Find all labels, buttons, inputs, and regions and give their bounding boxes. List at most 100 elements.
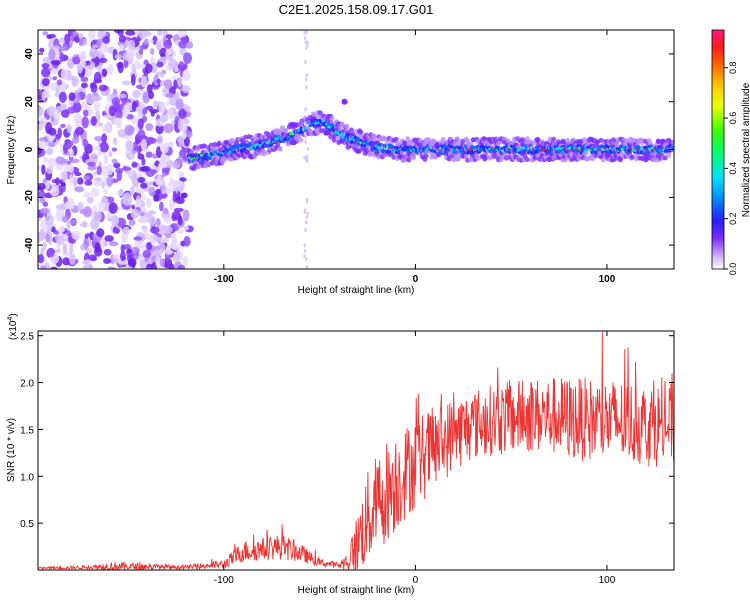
noise-blob: [79, 222, 88, 227]
noise-blob: [106, 163, 114, 176]
noise-blob: [177, 119, 183, 131]
noise-blob: [72, 136, 80, 144]
noise-blob: [77, 201, 84, 212]
noise-blob: [47, 225, 53, 231]
noise-blob: [118, 93, 127, 99]
noise-blob: [80, 82, 88, 89]
bottom-x-tick-label: -100: [214, 575, 234, 586]
noise-blob: [69, 243, 74, 255]
noise-blob: [42, 57, 51, 64]
noise-blob: [44, 214, 55, 226]
noise-blob: [50, 266, 58, 269]
noise-blob: [103, 258, 112, 265]
noise-blob: [165, 92, 175, 99]
noise-blob: [57, 127, 62, 139]
noise-blob: [54, 233, 62, 243]
noise-blob: [155, 255, 161, 268]
noise-blob: [131, 162, 139, 168]
noise-blob: [166, 159, 175, 168]
noise-blob: [139, 166, 149, 172]
faint-artifact: [303, 30, 306, 35]
noise-blob: [148, 91, 155, 100]
noise-blob: [159, 143, 169, 154]
noise-blob: [46, 34, 53, 40]
noise-blob: [59, 37, 66, 43]
bottom-y-tick-label: 0.5: [20, 519, 34, 530]
noise-blob: [71, 76, 80, 87]
noise-blob: [160, 184, 167, 195]
noise-blob: [48, 37, 56, 50]
top-y-axis-label: Frequency (Hz): [6, 116, 17, 185]
noise-blob: [116, 169, 123, 182]
noise-blob: [177, 77, 183, 87]
faint-artifact: [304, 220, 308, 225]
noise-blob: [98, 57, 108, 63]
noise-blob: [118, 44, 125, 52]
noise-blob: [164, 225, 173, 234]
noise-blob: [135, 198, 141, 207]
noise-blob: [126, 49, 135, 59]
noise-blob: [70, 158, 80, 164]
noise-blob: [68, 92, 76, 101]
noise-blob: [127, 257, 137, 268]
noise-blob: [44, 180, 51, 190]
noise-blob: [101, 133, 108, 144]
noise-blob: [48, 48, 56, 61]
noise-blob: [53, 109, 61, 120]
noise-blob: [98, 201, 106, 211]
bottom-x-tick-label: 100: [599, 575, 616, 586]
noise-blob: [125, 140, 134, 151]
noise-blob: [64, 33, 71, 44]
noise-blob: [83, 191, 92, 198]
ridge-halo: [662, 155, 668, 161]
noise-blob: [149, 48, 155, 55]
noise-blob: [148, 186, 156, 197]
noise-blob: [133, 236, 143, 241]
y-scale-base: (x10: [8, 320, 19, 340]
noise-blob: [101, 68, 108, 77]
noise-blob: [82, 265, 88, 269]
noise-blob: [90, 218, 100, 230]
faint-artifact: [305, 30, 309, 34]
noise-blob: [113, 117, 122, 126]
noise-blob: [50, 82, 58, 91]
noise-blob: [107, 266, 116, 269]
top-x-tick-label: 0: [413, 274, 419, 285]
noise-blob: [51, 60, 61, 66]
noise-blob: [145, 123, 154, 131]
noise-blob: [111, 147, 118, 152]
ridge-halo: [344, 123, 350, 129]
noise-blob: [163, 79, 173, 90]
noise-blob: [80, 101, 88, 109]
noise-blob: [156, 61, 164, 68]
y-scale-factor: (x104): [7, 313, 19, 340]
faint-artifact: [305, 73, 309, 78]
ridge-halo: [614, 142, 620, 148]
noise-blob: [137, 176, 146, 184]
ridge-halo: [670, 139, 674, 145]
noise-blob: [144, 63, 153, 74]
top-y-tick-label: -20: [24, 190, 35, 205]
faint-artifact: [303, 254, 306, 259]
bottom-y-tick-label: 2.5: [20, 332, 34, 343]
noise-blob: [106, 176, 114, 187]
noise-blob: [98, 161, 103, 167]
noise-blob: [59, 45, 67, 52]
noise-blob: [38, 123, 43, 131]
noise-blob: [140, 207, 147, 212]
faint-artifact: [303, 243, 306, 248]
noise-blob: [102, 123, 111, 134]
noise-blob: [159, 201, 164, 212]
noise-blob: [57, 208, 65, 219]
ridge-halo: [524, 157, 530, 163]
noise-blob: [62, 242, 68, 255]
noise-blob: [160, 72, 165, 78]
noise-blob: [132, 89, 141, 99]
noise-blob: [102, 188, 109, 195]
noise-blob: [146, 136, 154, 144]
faint-artifact: [305, 159, 309, 164]
noise-blob: [125, 152, 135, 160]
noise-blob: [55, 204, 65, 211]
noise-blob: [168, 180, 178, 189]
ridge-halo: [358, 129, 364, 135]
